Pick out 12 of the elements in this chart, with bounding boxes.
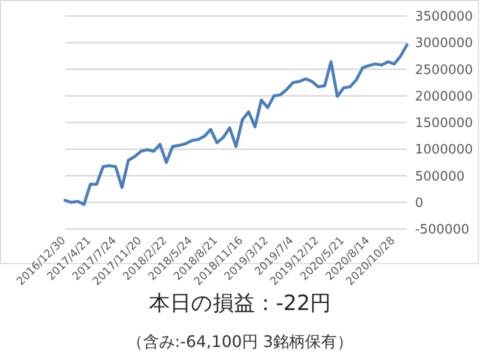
y-tick-label: 2500000 — [415, 62, 473, 78]
y-tick-label: 2000000 — [415, 89, 473, 104]
y-tick-label: 1000000 — [415, 142, 473, 158]
text: （含み:-64,100円 3銘柄保有） — [126, 332, 354, 351]
y-tick-label: 3500000 — [415, 10, 473, 25]
text: 本日の損益：-22円 — [148, 291, 332, 315]
y-tick-label: 3000000 — [415, 36, 473, 52]
line-series — [64, 43, 408, 206]
y-tick-label: 0 — [415, 196, 424, 211]
y-tick-label: 1500000 — [415, 116, 473, 132]
y-tick-label: -500000 — [415, 222, 470, 238]
y-tick-label: 500000 — [415, 169, 465, 184]
